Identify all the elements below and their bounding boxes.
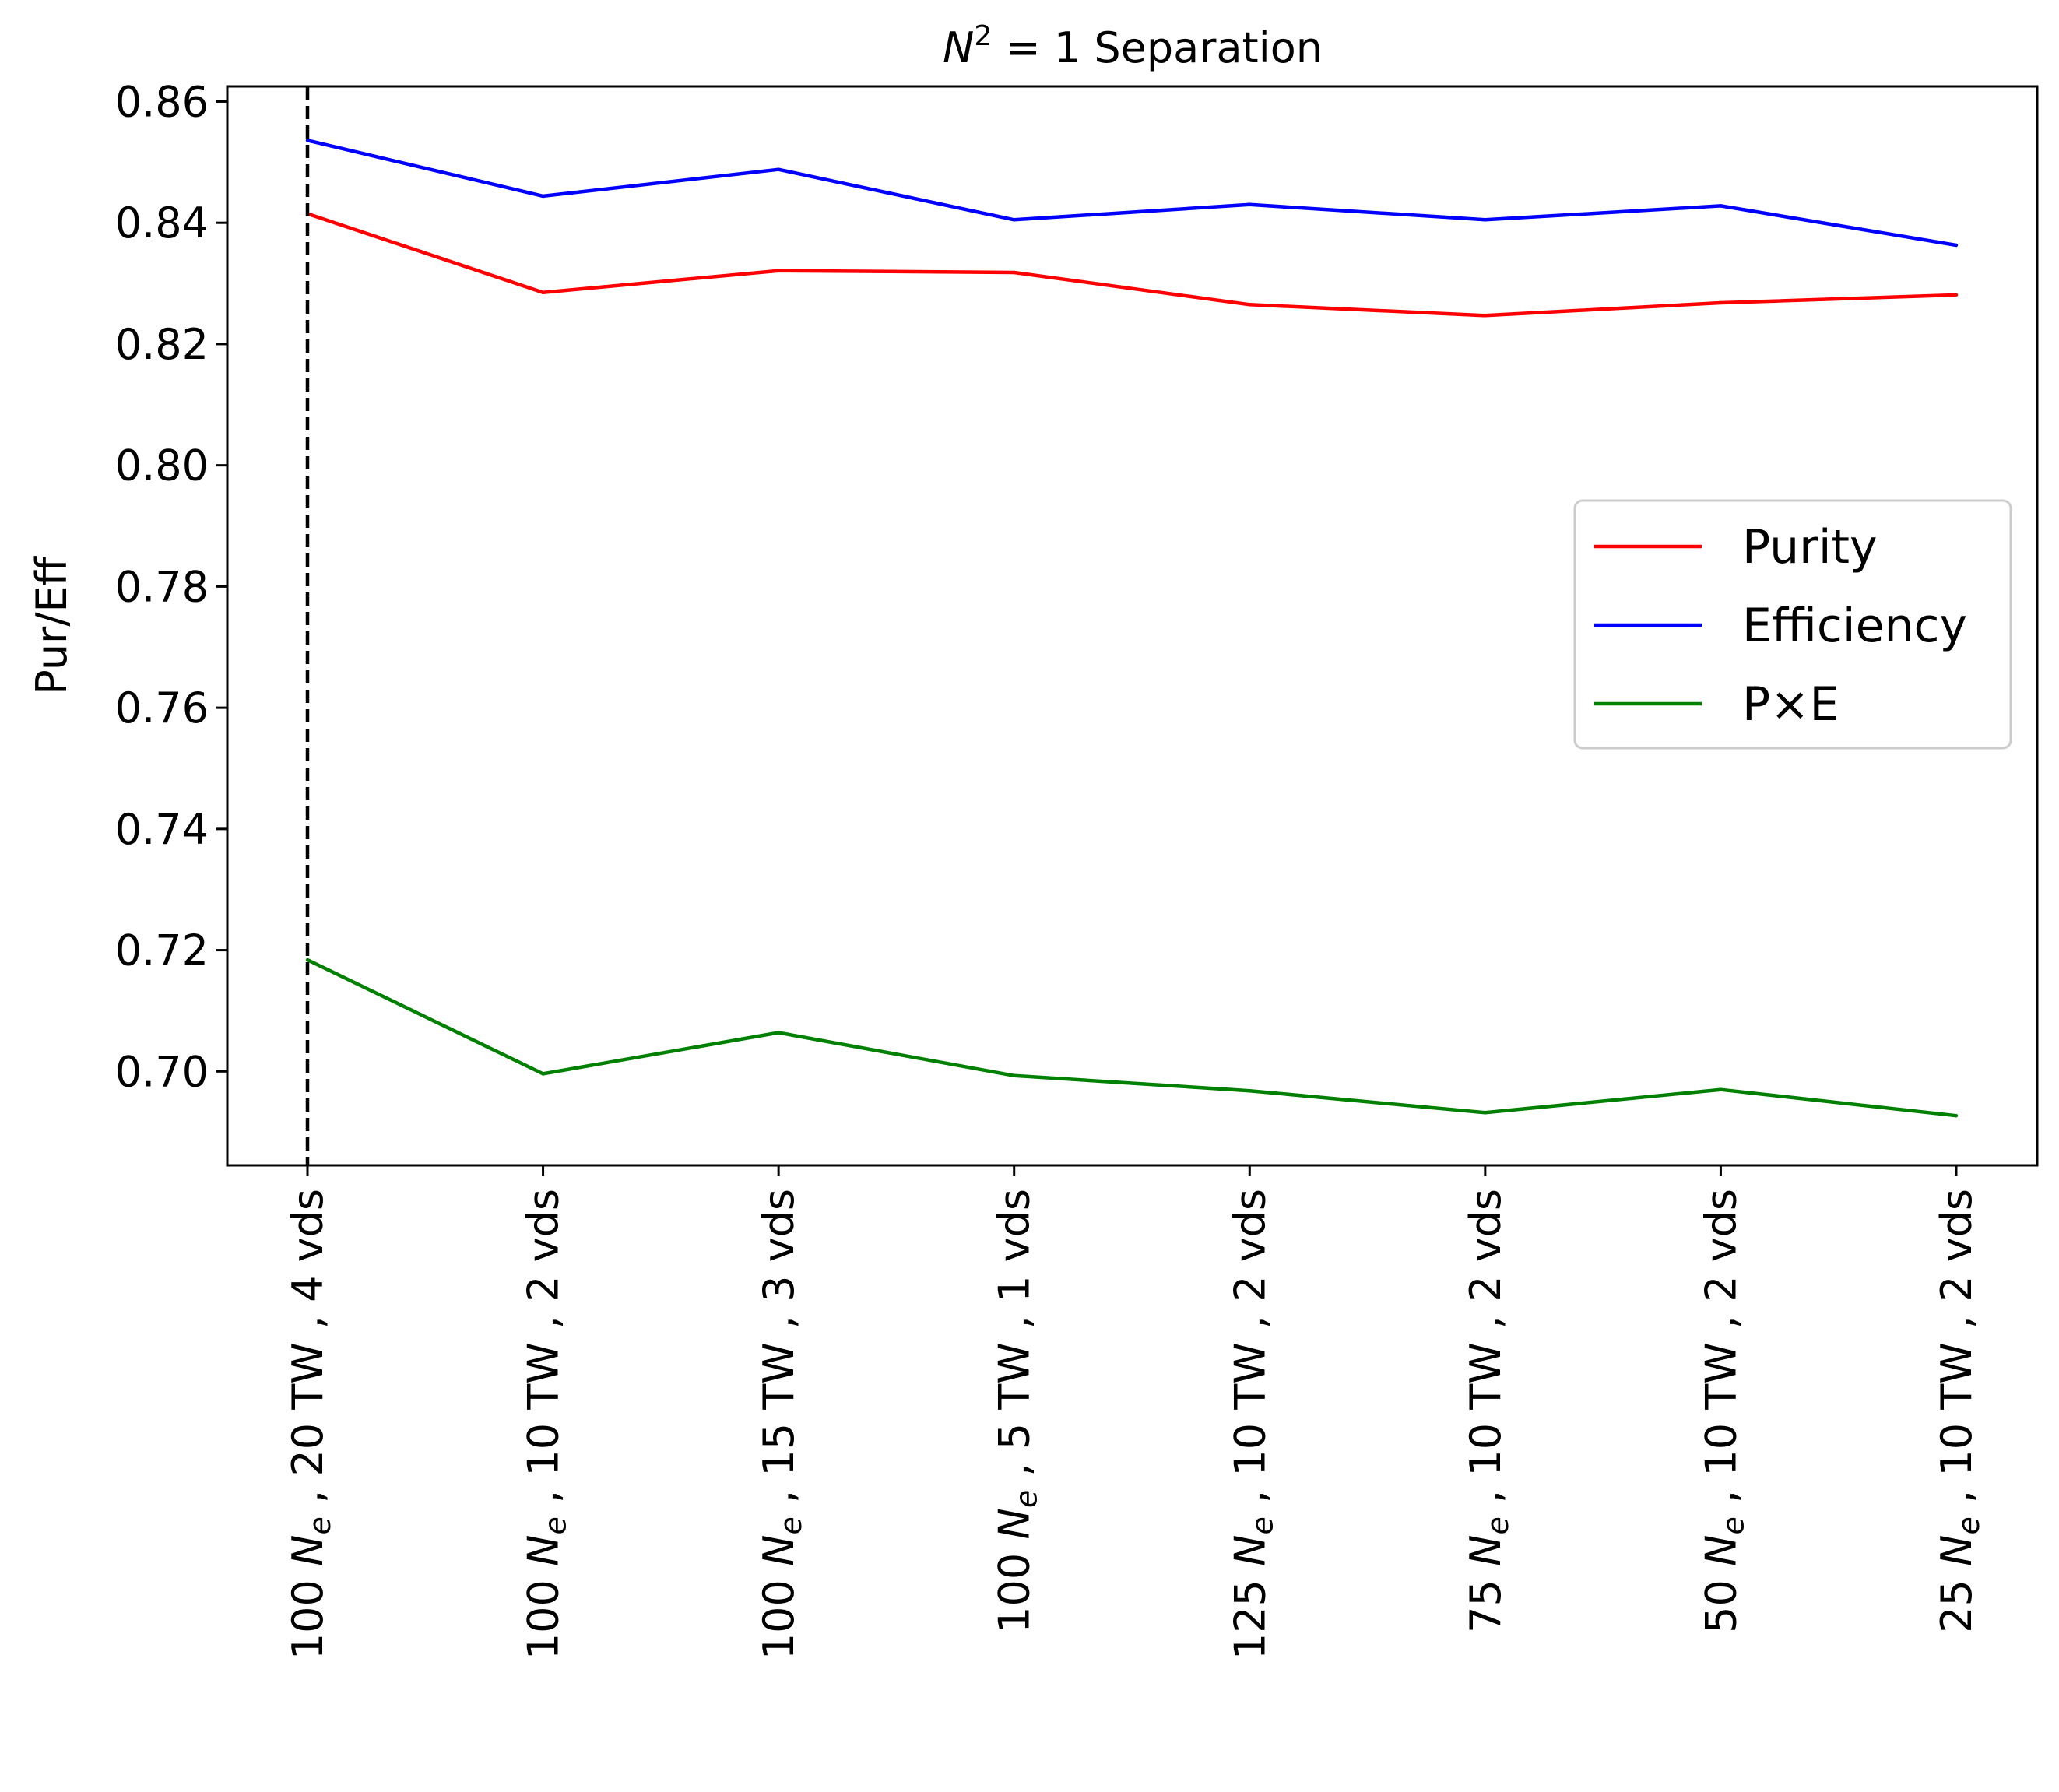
data-point-efficiency bbox=[305, 139, 310, 142]
y-tick-label: 0.86 bbox=[115, 77, 209, 126]
data-point-p-e bbox=[541, 1072, 545, 1076]
x-tick-label: 100 Ne , 10 TW , 2 vds bbox=[519, 1189, 573, 1660]
data-point-p-e bbox=[1954, 1113, 1959, 1118]
data-point-efficiency bbox=[1954, 243, 1959, 248]
y-tick-label: 0.72 bbox=[115, 926, 209, 975]
data-point-p-e bbox=[1719, 1087, 1723, 1091]
y-tick-label: 0.80 bbox=[115, 441, 209, 490]
y-tick-label: 0.78 bbox=[115, 562, 209, 611]
series-line-purity bbox=[307, 212, 1957, 318]
legend: Purity Efficiency P×E bbox=[1573, 499, 2012, 750]
data-point-p-e bbox=[1248, 1089, 1252, 1093]
data-point-p-e bbox=[305, 957, 310, 962]
y-axis-label: Pur/Eff bbox=[27, 555, 76, 694]
legend-label-purity: Purity bbox=[1742, 520, 1878, 574]
x-tick-label: 50 Ne , 10 TW , 2 vds bbox=[1696, 1189, 1750, 1633]
y-tick-label: 0.76 bbox=[115, 683, 209, 733]
legend-box bbox=[1573, 499, 2012, 750]
x-tick-label: 75 Ne , 10 TW , 2 vds bbox=[1461, 1189, 1515, 1633]
data-point-p-e bbox=[1012, 1073, 1016, 1077]
data-point-efficiency bbox=[1248, 202, 1252, 207]
x-axis: 100 Ne , 20 TW , 4 vds 100 Ne , 10 TW , 2… bbox=[283, 1165, 1986, 1660]
data-point-efficiency bbox=[1719, 204, 1723, 208]
data-point-p-e bbox=[1483, 1111, 1488, 1115]
data-point-purity bbox=[1012, 270, 1016, 275]
legend-label-efficiency: Efficiency bbox=[1742, 599, 1967, 653]
series-line-p-e bbox=[307, 957, 1957, 1118]
y-tick-label: 0.82 bbox=[115, 320, 209, 369]
chart-title: N2 = 1 Separation bbox=[943, 20, 1323, 72]
data-point-efficiency bbox=[541, 194, 545, 199]
axes-frame bbox=[226, 85, 2039, 1167]
data-point-purity bbox=[541, 290, 545, 294]
x-tick-label: 25 Ne , 10 TW , 2 vds bbox=[1932, 1189, 1986, 1633]
y-axis: 0.70 0.72 0.74 0.76 0.78 0.80 0.82 0.84 0.86 bbox=[115, 77, 227, 1096]
data-point-purity bbox=[1483, 314, 1488, 318]
x-tick-label: 100 Ne , 15 TW , 3 vds bbox=[754, 1189, 808, 1660]
data-point-efficiency bbox=[776, 167, 781, 171]
y-tick-label: 0.74 bbox=[115, 805, 209, 854]
data-point-purity bbox=[1248, 303, 1252, 307]
x-tick-label: 100 Ne , 20 TW , 4 vds bbox=[283, 1189, 337, 1660]
data-point-purity bbox=[1719, 300, 1723, 305]
x-tick-label: 125 Ne , 10 TW , 2 vds bbox=[1225, 1189, 1279, 1660]
legend-label-p-e: P×E bbox=[1742, 677, 1839, 732]
data-point-purity bbox=[1954, 293, 1959, 297]
plot-content bbox=[305, 86, 1959, 1165]
y-tick-label: 0.84 bbox=[115, 199, 209, 248]
data-point-purity bbox=[776, 269, 781, 272]
data-point-p-e bbox=[776, 1031, 781, 1035]
x-tick-label: 100 Ne , 5 TW , 1 vds bbox=[990, 1189, 1044, 1633]
data-point-efficiency bbox=[1483, 218, 1488, 222]
series-line-efficiency bbox=[307, 139, 1957, 248]
data-point-efficiency bbox=[1012, 218, 1016, 222]
y-tick-label: 0.70 bbox=[115, 1047, 209, 1096]
